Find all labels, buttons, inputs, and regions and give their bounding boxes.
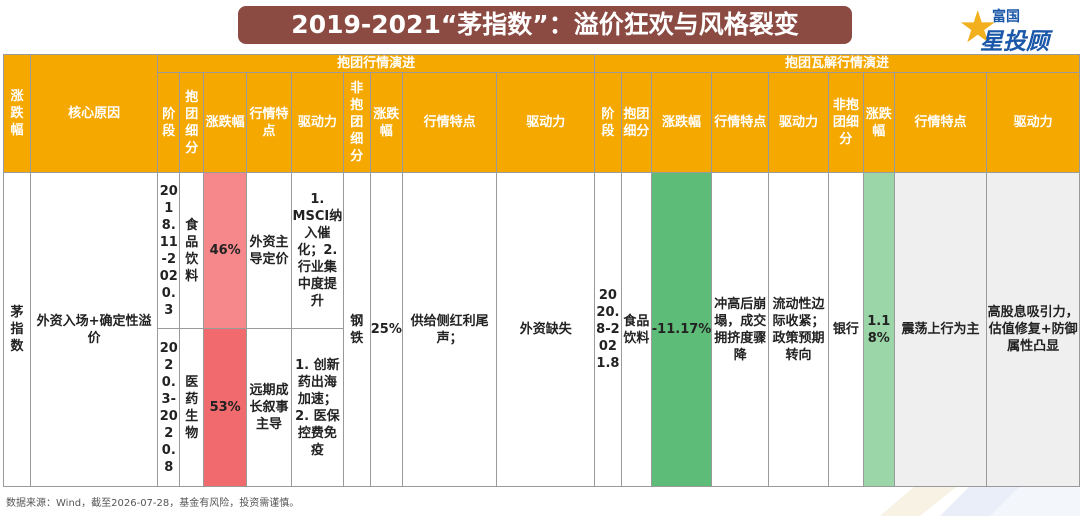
b-rise: -11.17%	[650, 172, 713, 487]
a2-sub: 医药生物	[179, 328, 205, 487]
b-stage: 2020.8-2021.8	[593, 172, 622, 487]
header-a-stage: 阶段	[157, 72, 181, 173]
header-a-non-sub: 非抱团细分	[342, 72, 371, 173]
a2-rise: 53%	[203, 328, 248, 487]
header-group-cluster: 抱团行情演进	[157, 54, 595, 73]
header-a-non-feature: 行情特点	[401, 72, 498, 173]
row-name: 茅指数	[3, 172, 31, 487]
b-non-sub: 银行	[827, 172, 864, 487]
header-b-non-sub: 非抱团细分	[827, 72, 864, 173]
header-a-driver: 驱动力	[290, 72, 344, 173]
header-a-non-driver: 驱动力	[496, 72, 595, 173]
a-non-rise: 25%	[369, 172, 403, 487]
header-a-sub: 抱团细分	[179, 72, 205, 173]
a1-rise: 46%	[203, 172, 248, 329]
row-reason: 外资入场+确定性溢价	[29, 172, 159, 487]
header-b-driver: 驱动力	[768, 72, 829, 173]
brand-logo: ★ 富国 星投顾	[958, 2, 1068, 56]
logo-line2: 星投顾	[980, 29, 1049, 55]
a2-feature: 远期成长叙事主导	[246, 328, 292, 487]
header-a-feature: 行情特点	[246, 72, 292, 173]
header-b-sub: 抱团细分	[620, 72, 652, 173]
header-group-collapse: 抱团瓦解行情演进	[593, 54, 1080, 73]
footnote: 数据来源：Wind，截至2026-07-28，基金有风险，投资需谨慎。	[6, 498, 300, 509]
b-non-driver: 高股息吸引力，估值修复+防御属性凸显	[986, 172, 1080, 487]
a1-stage: 2018.11-2020.3	[157, 172, 181, 329]
header-a-rise: 涨跌幅	[203, 72, 248, 173]
a-non-sub: 钢铁	[342, 172, 371, 487]
a2-stage: 2020.3-2020.8	[157, 328, 181, 487]
a1-driver: 1. MSCI纳入催化；2. 行业集中度提升	[290, 172, 344, 329]
b-non-rise: 1.18%	[862, 172, 895, 487]
header-b-rise: 涨跌幅	[650, 72, 713, 173]
header-b-feature: 行情特点	[711, 72, 770, 173]
header-b-non-feature: 行情特点	[893, 72, 988, 173]
b-sub: 食品饮料	[620, 172, 652, 487]
star-icon: ★	[958, 2, 998, 53]
header-a-non-rise: 涨跌幅	[369, 72, 403, 173]
header-b-stage: 阶段	[593, 72, 622, 173]
page-title: 2019-2021“茅指数”：溢价狂欢与风格裂变	[238, 6, 852, 44]
logo-line1: 富国	[992, 9, 1020, 25]
header-rise: 涨跌幅	[3, 54, 31, 173]
a2-driver: 1. 创新药出海加速；2. 医保控费免疫	[290, 328, 344, 487]
a1-feature: 外资主导定价	[246, 172, 292, 329]
header-b-non-driver: 驱动力	[986, 72, 1080, 173]
header-reason: 核心原因	[29, 54, 159, 173]
b-feature: 冲高后崩塌，成交拥挤度骤降	[711, 172, 770, 487]
a1-sub: 食品饮料	[179, 172, 205, 329]
header-b-non-rise: 涨跌幅	[862, 72, 895, 173]
a-non-driver: 外资缺失	[496, 172, 595, 487]
b-driver: 流动性边际收紧；政策预期转向	[768, 172, 829, 487]
mao-index-table: 涨跌幅 核心原因 抱团行情演进 抱团瓦解行情演进 阶段 抱团细分 涨跌幅 行情特…	[3, 54, 1080, 487]
a-non-feature: 供给侧红利尾声；	[401, 172, 498, 487]
b-non-feature: 震荡上行为主	[893, 172, 988, 487]
